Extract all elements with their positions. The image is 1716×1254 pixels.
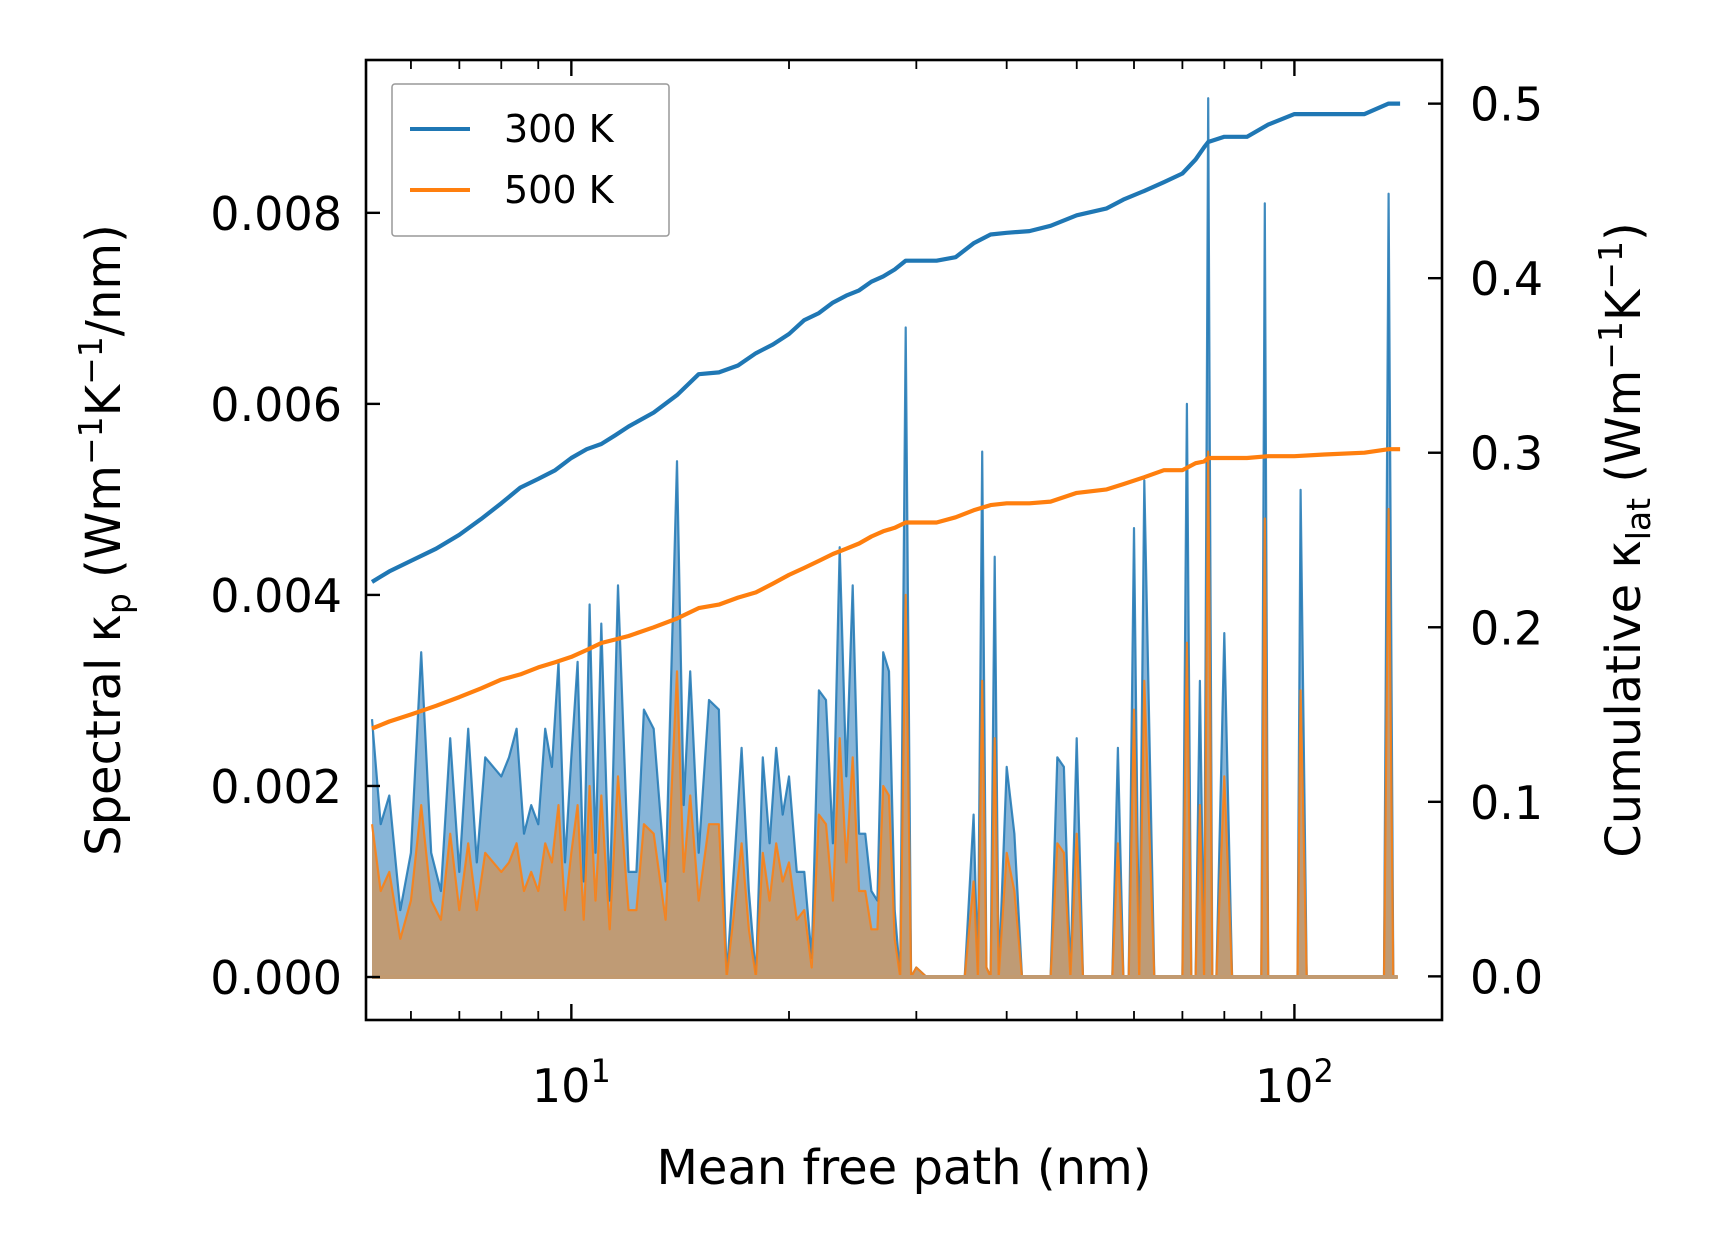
x-tick-base: 10	[1255, 1059, 1314, 1113]
x-tick-exp: 2	[1314, 1052, 1334, 1090]
spectral-area-500k	[372, 451, 1398, 978]
right-tick-label: 0.3	[1470, 427, 1543, 481]
y-right-main: Cumulative κ	[1596, 540, 1652, 858]
y-left-unit-a: (Wm	[76, 465, 132, 593]
x-tick-label: 102	[1255, 1052, 1334, 1113]
spectral-line-300k	[370, 97, 1398, 979]
y-left-sup1: −1	[71, 416, 110, 465]
left-axis: 0.000 0.002 0.004 0.006 0.008	[210, 187, 380, 1005]
y-right-unit-a: (Wm	[1596, 370, 1652, 498]
right-tick-label: 0.1	[1470, 776, 1543, 830]
y-right-unit-b: K	[1596, 288, 1652, 321]
legend-label-500k: 500 K	[504, 168, 615, 212]
left-tick-label: 0.008	[210, 187, 342, 241]
x-tick-base: 10	[532, 1059, 591, 1113]
y-left-sup2: −1	[71, 336, 110, 385]
x-tick-exp: 1	[590, 1052, 610, 1090]
y-left-unit-b: K	[76, 383, 132, 416]
left-tick-label: 0.006	[210, 378, 342, 432]
y-right-sup2: −1	[1591, 241, 1630, 290]
right-tick-label: 0.0	[1470, 950, 1543, 1004]
cumulative-layer	[370, 101, 1401, 731]
legend: 300 K 500 K	[391, 83, 670, 237]
left-tick-label: 0.004	[210, 569, 342, 623]
y-left-main: Spectral κ	[76, 614, 132, 856]
y-right-unit-c: )	[1596, 222, 1652, 241]
cumulative-line-300k	[370, 101, 1401, 584]
right-tick-label: 0.5	[1470, 78, 1543, 132]
right-tick-label: 0.2	[1470, 601, 1543, 655]
left-tick-label: 0.000	[210, 951, 342, 1005]
y-right-sub: lat	[1619, 498, 1658, 540]
spectral-layer	[370, 97, 1398, 980]
right-axis: 0.0 0.1 0.2 0.3 0.4 0.5	[1428, 78, 1543, 1004]
y-left-unit-c: /nm)	[76, 224, 132, 336]
left-tick-label: 0.002	[210, 760, 342, 814]
legend-label-300k: 300 K	[504, 107, 615, 151]
x-tick-label: 101	[532, 1052, 611, 1113]
right-tick-label: 0.4	[1470, 252, 1543, 306]
y-axis-right-label: Cumulative κlat (Wm−1K−1)	[1591, 222, 1658, 858]
y-right-sup1: −1	[1591, 321, 1630, 370]
y-axis-left-label: Spectral κp (Wm−1K−1/nm)	[71, 224, 138, 856]
plot-frame	[364, 58, 1444, 1022]
y-left-sub: p	[99, 593, 138, 614]
legend-box	[391, 83, 670, 237]
spectral-line-500k	[370, 450, 1398, 979]
x-axis: 101 102	[410, 60, 1334, 1113]
cumulative-line-500k	[371, 447, 1401, 731]
x-axis-label: Mean free path (nm)	[657, 1140, 1152, 1196]
